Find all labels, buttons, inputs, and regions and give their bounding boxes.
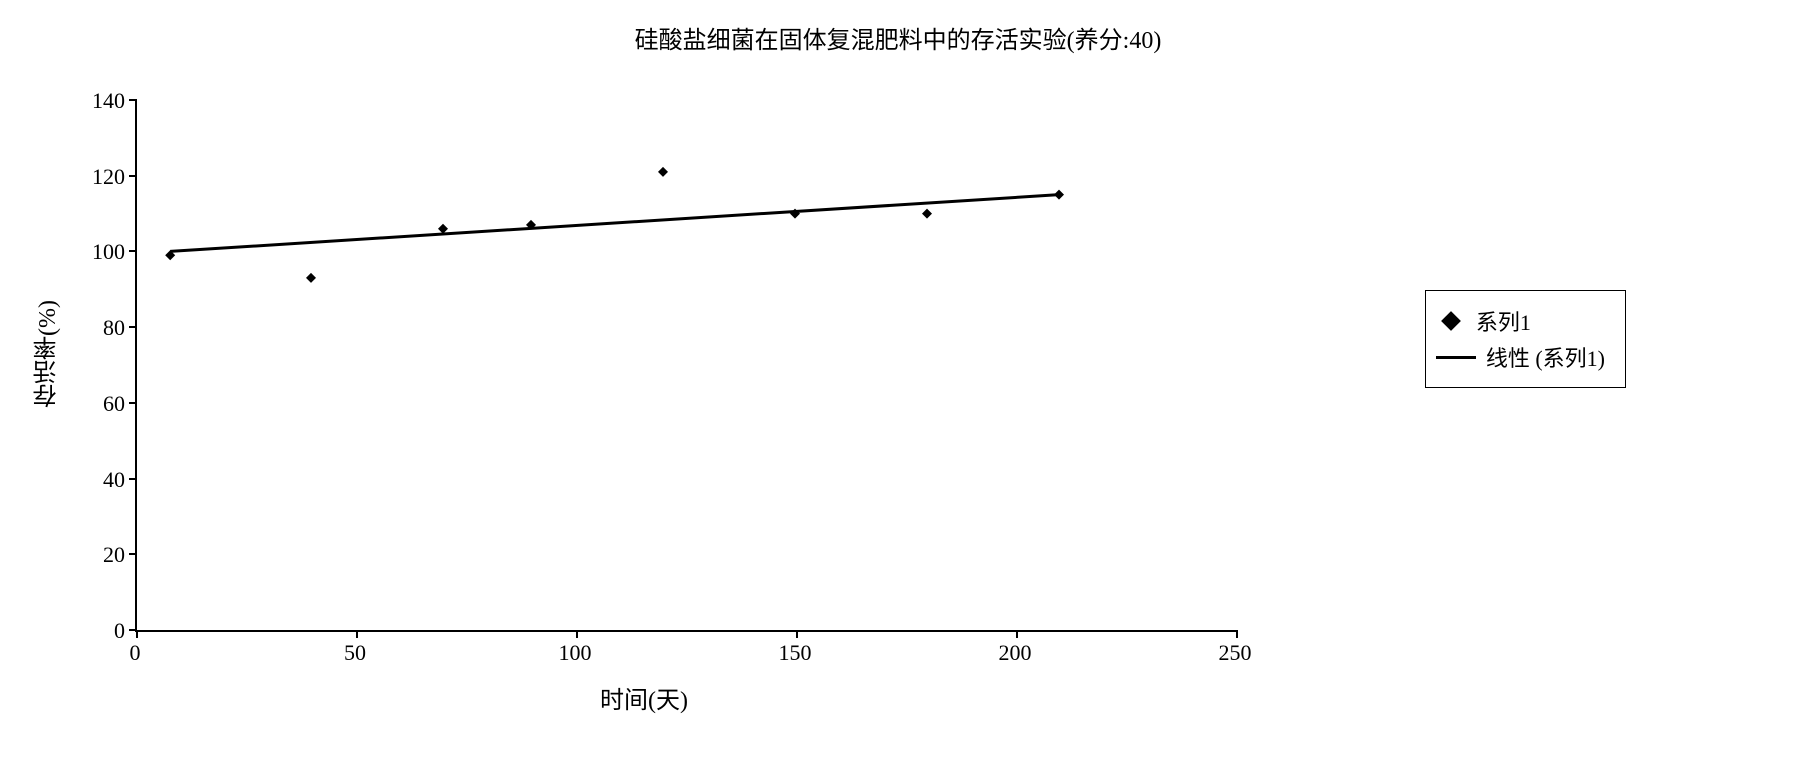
data-point (306, 273, 316, 283)
chart-container: 硅酸盐细菌在固体复混肥料中的存活实验(养分:40) 存活率(%) 时间(天) 0… (0, 0, 1796, 779)
data-point (438, 224, 448, 234)
y-tick-label: 120 (75, 164, 125, 190)
x-tick-label: 250 (1205, 640, 1265, 666)
y-tick-label: 100 (75, 239, 125, 265)
x-tick-label: 0 (105, 640, 165, 666)
x-tick-label: 150 (765, 640, 825, 666)
y-tick-label: 80 (75, 315, 125, 341)
x-tick-label: 50 (325, 640, 385, 666)
y-tick-label: 20 (75, 542, 125, 568)
data-point (922, 209, 932, 219)
data-point (658, 167, 668, 177)
y-tick-label: 60 (75, 391, 125, 417)
y-tick-label: 140 (75, 88, 125, 114)
chart-title: 硅酸盐细菌在固体复混肥料中的存活实验(养分:40) (0, 20, 1796, 55)
legend: 系列1 线性 (系列1) (1425, 290, 1626, 388)
chart-svg (135, 100, 1235, 630)
line-marker-icon (1436, 356, 1476, 359)
data-point (1054, 190, 1064, 200)
trendline (170, 195, 1059, 252)
diamond-marker-icon (1441, 311, 1461, 331)
legend-item-series: 系列1 (1436, 305, 1605, 337)
legend-label-trendline: 线性 (系列1) (1486, 341, 1605, 373)
x-tick-label: 100 (545, 640, 605, 666)
y-axis-label: 存活率(%) (30, 300, 65, 408)
legend-item-trendline: 线性 (系列1) (1436, 341, 1605, 373)
legend-label-series: 系列1 (1476, 305, 1531, 337)
x-axis-label: 时间(天) (600, 680, 688, 715)
x-tick-label: 200 (985, 640, 1045, 666)
y-tick-label: 40 (75, 467, 125, 493)
